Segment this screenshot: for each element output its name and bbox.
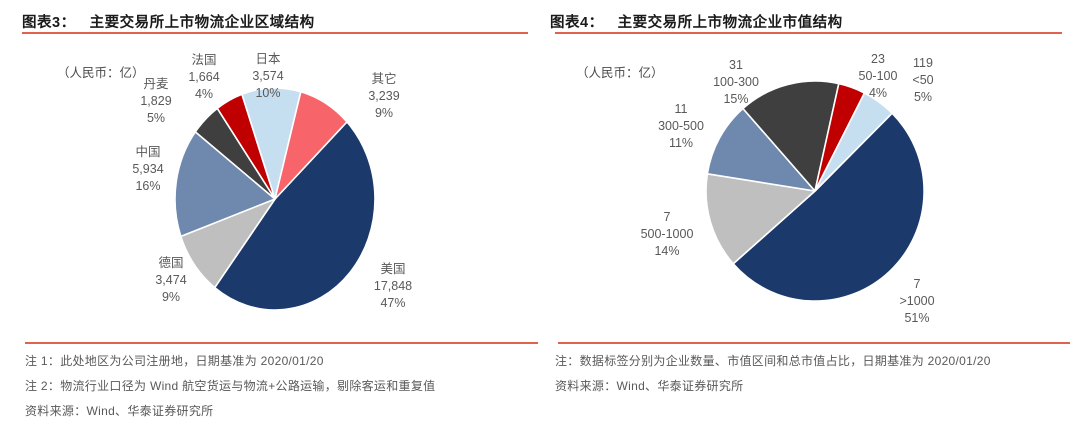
pie3-label-丹麦: 丹麦 1,829 5% bbox=[140, 77, 172, 125]
pie4-label-100-300: 31 100-300 15% bbox=[713, 58, 759, 106]
figure4-note-1: 注：数据标签分别为企业数量、市值区间和总市值占比，日期基准为 2020/01/2… bbox=[555, 354, 991, 368]
figure3-source: 资料来源：Wind、华泰证券研究所 bbox=[25, 404, 214, 418]
figure3-note-1: 注 1：此处地区为公司注册地，日期基准为 2020/01/20 bbox=[25, 354, 324, 368]
pie4-label-50-100: 23 50-100 4% bbox=[858, 52, 898, 100]
pie3-label-其它: 其它 3,239 9% bbox=[368, 72, 400, 120]
figure4-number: 图表4： bbox=[550, 15, 604, 31]
figure3-number: 图表3： bbox=[22, 15, 76, 31]
figure4-title: 图表4： 主要交易所上市物流企业市值结构 bbox=[550, 11, 843, 32]
figure4-unit-label: （人民币：亿） bbox=[576, 66, 664, 80]
pie4-label-<50: 119 <50 5% bbox=[912, 56, 934, 104]
figure4-source: 资料来源：Wind、华泰证券研究所 bbox=[555, 379, 744, 393]
pie3-slice-美国 bbox=[213, 121, 376, 311]
pie3-label-德国: 德国 3,474 9% bbox=[155, 256, 187, 304]
pie4-slice->1000 bbox=[732, 112, 925, 302]
pie3-label-中国: 中国 5,934 16% bbox=[132, 145, 164, 193]
figure3-note-2: 注 2：物流行业口径为 Wind 航空货运与物流+公路运输，剔除客运和重复值 bbox=[25, 379, 436, 393]
figure3-note-rule bbox=[25, 342, 538, 344]
pie3-slice-中国 bbox=[174, 131, 276, 238]
figure3-unit-label: （人民币：亿） bbox=[57, 66, 145, 80]
pie3-slice-其它 bbox=[274, 90, 348, 200]
figure4-note-rule bbox=[558, 342, 1070, 344]
figure3-title-text: 主要交易所上市物流企业区域结构 bbox=[89, 15, 315, 31]
figure3-title-rule bbox=[22, 32, 528, 34]
pie3-label-美国: 美国 17,848 47% bbox=[373, 262, 413, 310]
pie4-slice-500-1000 bbox=[705, 172, 816, 265]
figure4-title-text: 主要交易所上市物流企业市值结构 bbox=[617, 15, 843, 31]
pie4-slice-300-500 bbox=[706, 107, 816, 192]
figure4-title-rule bbox=[555, 32, 1062, 34]
figure3-title: 图表3： 主要交易所上市物流企业区域结构 bbox=[22, 11, 315, 32]
pie3-label-日本: 日本 3,574 10% bbox=[252, 52, 284, 100]
pie4-slice-100-300 bbox=[742, 80, 840, 192]
pie4-label->1000: 7 >1000 51% bbox=[899, 277, 935, 325]
pie3-label-法国: 法国 1,664 4% bbox=[188, 53, 220, 101]
pie4-label-500-1000: 7 500-1000 14% bbox=[640, 210, 694, 258]
pie4-label-300-500: 11 300-500 11% bbox=[658, 102, 704, 150]
pie4-slice-<50 bbox=[814, 92, 893, 192]
